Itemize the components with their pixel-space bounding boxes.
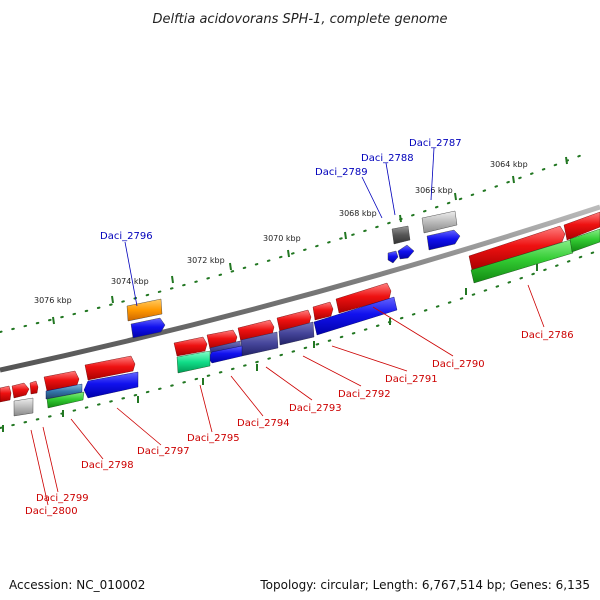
gene-label[interactable]: Daci_2798	[81, 460, 134, 471]
genome-backbone	[0, 204, 600, 373]
scale-label: 3074 kbp	[111, 277, 149, 286]
gene-label[interactable]: Daci_2787	[409, 138, 462, 149]
gene-label[interactable]: Daci_2792	[338, 389, 391, 400]
gene-feature[interactable]	[0, 385, 12, 403]
gene-feature[interactable]	[276, 309, 312, 333]
gene-feature[interactable]	[468, 225, 566, 271]
gene-feature[interactable]	[569, 228, 600, 253]
gene-label[interactable]: Daci_2786	[521, 330, 574, 341]
accession-label: Accession: NC_010002	[9, 578, 146, 592]
scale-label: 3064 kbp	[490, 160, 528, 169]
gene-feature[interactable]	[313, 296, 398, 336]
gene-feature[interactable]	[312, 301, 334, 321]
gene-label[interactable]: Daci_2789	[315, 167, 368, 178]
gene-feature[interactable]	[45, 383, 83, 400]
scale-label: 3070 kbp	[263, 234, 301, 243]
misc-features	[13, 210, 461, 417]
gene-label[interactable]: Daci_2794	[237, 418, 290, 429]
scale-label: 3066 kbp	[415, 186, 453, 195]
blue-label-connectors	[124, 147, 435, 307]
gene-feature[interactable]	[421, 210, 458, 234]
gene-feature[interactable]	[13, 397, 34, 417]
genome-summary: Topology: circular; Length: 6,767,514 bp…	[260, 578, 590, 592]
gene-feature[interactable]	[83, 371, 139, 399]
gene-feature[interactable]	[11, 382, 30, 399]
gene-label[interactable]: Daci_2796	[100, 231, 153, 242]
gene-feature[interactable]	[126, 298, 163, 322]
gene-label[interactable]: Daci_2790	[432, 359, 485, 370]
scale-label: 3068 kbp	[339, 209, 377, 218]
reverse-strand-genes	[45, 296, 398, 400]
gene-feature[interactable]	[130, 317, 166, 339]
gene-feature[interactable]	[84, 355, 136, 381]
gene-feature[interactable]	[29, 380, 39, 395]
gene-label[interactable]: Daci_2788	[361, 153, 414, 164]
gene-feature[interactable]	[335, 282, 392, 314]
scale-ring-outer	[0, 151, 591, 333]
map-title: Delftia acidovorans SPH-1, complete geno…	[152, 12, 447, 27]
gene-label[interactable]: Daci_2791	[385, 374, 438, 385]
blue-gene-labels: Daci_2796 Daci_2789 Daci_2788 Daci_2787	[100, 138, 462, 242]
gene-feature[interactable]	[173, 336, 208, 357]
gene-feature[interactable]	[387, 250, 399, 264]
red-label-connectors	[30, 284, 545, 506]
gene-label[interactable]: Daci_2800	[25, 506, 78, 517]
reverse-strand-extra	[46, 228, 600, 409]
gene-label[interactable]: Daci_2793	[289, 403, 342, 414]
forward-strand-overlay	[209, 321, 315, 357]
gene-feature[interactable]	[176, 350, 211, 374]
scale-labels: 3076 kbp 3074 kbp 3072 kbp 3070 kbp 3068…	[34, 160, 528, 305]
gene-feature[interactable]	[43, 370, 80, 392]
scale-ticks-outer	[52, 156, 568, 325]
gene-feature[interactable]	[391, 225, 411, 245]
gene-label[interactable]: Daci_2797	[137, 446, 190, 457]
scale-label: 3076 kbp	[34, 296, 72, 305]
gene-label[interactable]: Daci_2799	[36, 493, 89, 504]
gene-feature[interactable]	[563, 211, 600, 241]
gene-feature[interactable]	[46, 391, 85, 409]
gene-feature[interactable]	[397, 244, 415, 260]
gene-feature[interactable]	[278, 321, 315, 346]
scale-label: 3072 kbp	[187, 256, 225, 265]
forward-strand-genes	[0, 211, 600, 403]
gene-feature[interactable]	[470, 239, 574, 284]
gene-label[interactable]: Daci_2795	[187, 433, 240, 444]
gene-feature[interactable]	[426, 229, 461, 251]
scale-ticks-inner	[2, 264, 538, 432]
red-gene-labels: Daci_2786 Daci_2790 Daci_2791 Daci_2792 …	[25, 330, 574, 517]
